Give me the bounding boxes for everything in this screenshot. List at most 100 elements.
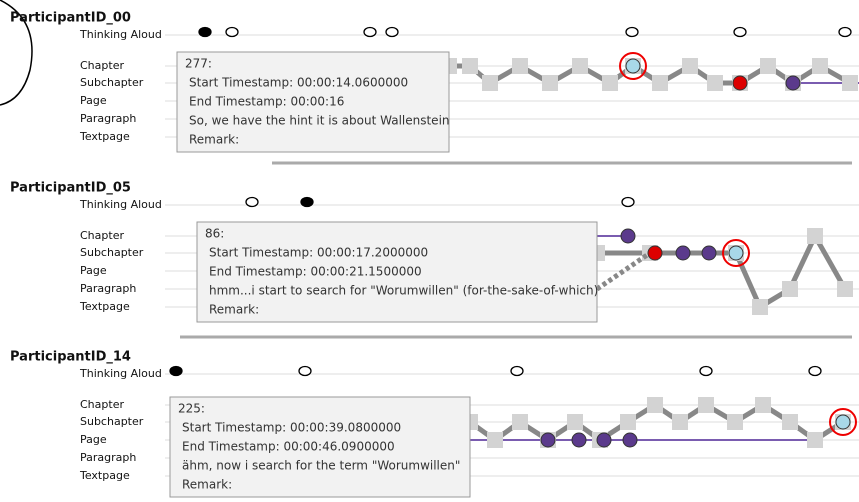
- row-label: Chapter: [80, 59, 124, 72]
- speech-bubble: [699, 365, 713, 377]
- speech-bubble: [300, 196, 314, 208]
- speech-bubble: [733, 26, 747, 38]
- node: [567, 414, 583, 430]
- selection-ring: [619, 52, 647, 80]
- event-dot: [675, 245, 691, 261]
- node: [542, 75, 558, 91]
- tooltip-line: Remark:: [189, 133, 239, 147]
- node: [807, 228, 823, 244]
- row-label: Subchapter: [80, 76, 144, 89]
- row-label: Thinking Aloud: [79, 198, 162, 211]
- node: [807, 432, 823, 448]
- node: [482, 75, 498, 91]
- node: [487, 432, 503, 448]
- node: [512, 414, 528, 430]
- node: [842, 75, 858, 91]
- node: [682, 58, 698, 74]
- row-label: Thinking Aloud: [79, 28, 162, 41]
- event-dot: [620, 228, 636, 244]
- row-label: Thinking Aloud: [79, 367, 162, 380]
- participant-id: ParticipantID_14: [10, 350, 131, 365]
- speech-bubble: [385, 26, 399, 38]
- node: [837, 281, 853, 297]
- row-label: Paragraph: [80, 451, 136, 464]
- event-dot: [622, 432, 638, 448]
- tooltip-line: Start Timestamp: 00:00:17.2000000: [209, 246, 428, 260]
- row-label: Chapter: [80, 229, 124, 242]
- node: [652, 75, 668, 91]
- row-label: Paragraph: [80, 282, 136, 295]
- participant-id: ParticipantID_05: [10, 181, 131, 196]
- node: [755, 397, 771, 413]
- node: [782, 414, 798, 430]
- node: [462, 58, 478, 74]
- tooltip-line: Remark:: [182, 478, 232, 492]
- tooltip-line: End Timestamp: 00:00:46.0900000: [182, 440, 395, 454]
- speech-bubble: [625, 26, 639, 38]
- selected-node: [728, 245, 744, 261]
- speech-bubble: [621, 196, 635, 208]
- selection-ring: [722, 239, 750, 267]
- row-label: Page: [80, 94, 107, 107]
- selected-node: [625, 58, 641, 74]
- event-dot: [732, 75, 748, 91]
- node: [727, 414, 743, 430]
- event-dot: [647, 245, 663, 261]
- node: [707, 75, 723, 91]
- row-label: Textpage: [79, 300, 130, 313]
- row-label: Chapter: [80, 398, 124, 411]
- speech-bubble: [198, 26, 212, 38]
- node: [512, 58, 528, 74]
- node: [760, 58, 776, 74]
- event-dot: [540, 432, 556, 448]
- event-dot: [596, 432, 612, 448]
- speech-bubble: [838, 26, 852, 38]
- node: [698, 397, 714, 413]
- row-label: Subchapter: [80, 246, 144, 259]
- tooltip-line: Start Timestamp: 00:00:14.0600000: [189, 76, 408, 90]
- lens-arc: [0, 0, 33, 106]
- speech-bubble: [169, 365, 183, 377]
- row-label: Textpage: [79, 469, 130, 482]
- row-label: Paragraph: [80, 112, 136, 125]
- selection-ring: [829, 408, 857, 436]
- node: [647, 397, 663, 413]
- node: [602, 75, 618, 91]
- speech-bubble: [225, 26, 239, 38]
- event-dot: [571, 432, 587, 448]
- speech-bubble: [298, 365, 312, 377]
- tooltip-line: End Timestamp: 00:00:16: [189, 95, 344, 109]
- tooltip-line: hmm...i start to search for "Worumwillen…: [209, 284, 598, 298]
- tooltip-line: So, we have the hint it is about Wallens…: [189, 114, 450, 128]
- event-dot: [701, 245, 717, 261]
- row-label: Subchapter: [80, 415, 144, 428]
- speech-bubble: [510, 365, 524, 377]
- tooltip: [196, 221, 598, 323]
- node: [572, 58, 588, 74]
- selected-node: [835, 414, 851, 430]
- tooltip-line: End Timestamp: 00:00:21.1500000: [209, 265, 422, 279]
- node: [672, 414, 688, 430]
- speech-bubble: [363, 26, 377, 38]
- path-line: [449, 62, 852, 87]
- tooltip-line: ähm, now i search for the term "Worumwil…: [182, 459, 460, 473]
- tooltip-line: Start Timestamp: 00:00:39.0800000: [182, 421, 401, 435]
- speech-bubble: [808, 365, 822, 377]
- participant-id: ParticipantID_00: [10, 11, 131, 26]
- tooltip-line: Remark:: [209, 303, 259, 317]
- row-label: Page: [80, 433, 107, 446]
- node: [620, 414, 636, 430]
- row-label: Textpage: [79, 130, 130, 143]
- node: [812, 58, 828, 74]
- tooltip-line: 277:: [185, 57, 212, 71]
- tooltip: [169, 396, 471, 498]
- row-label: Page: [80, 264, 107, 277]
- event-dot: [785, 75, 801, 91]
- dotted-link: [595, 250, 652, 292]
- tooltip: [176, 51, 450, 153]
- tooltip-line: 225:: [178, 402, 205, 416]
- node: [752, 299, 768, 315]
- speech-bubble: [245, 196, 259, 208]
- tooltip-line: 86:: [205, 227, 224, 241]
